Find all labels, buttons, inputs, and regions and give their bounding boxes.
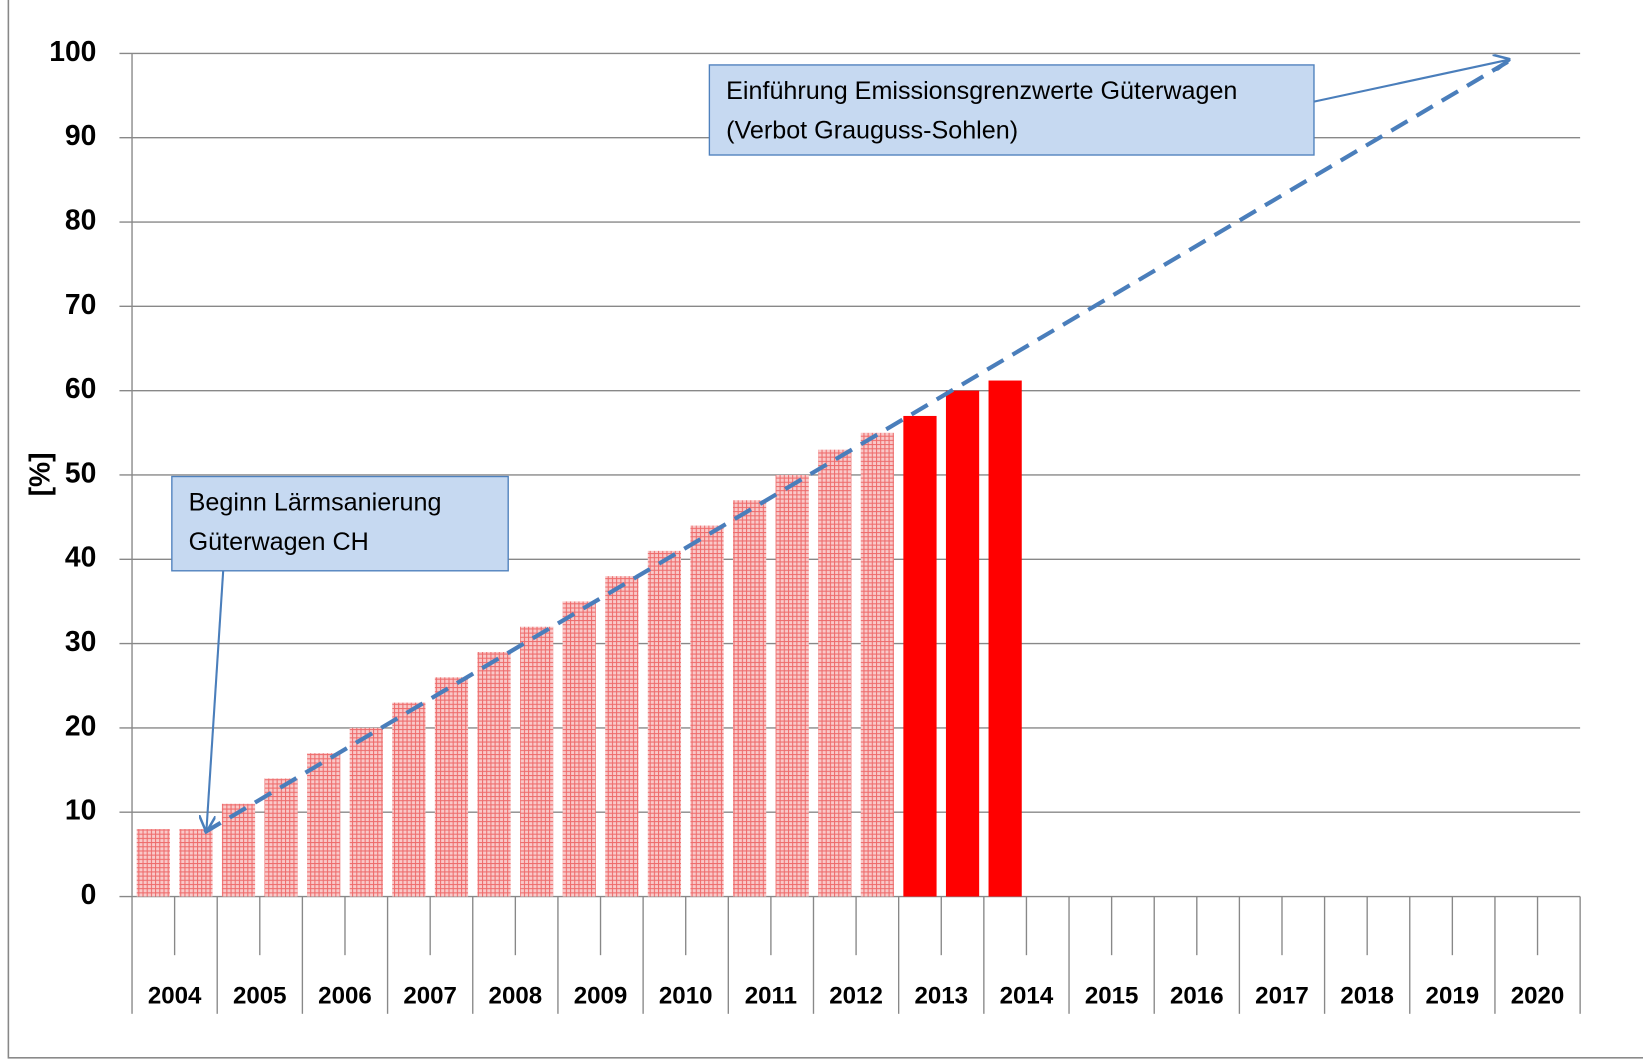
y-tick-label: 20: [65, 709, 96, 741]
y-tick-label: 50: [65, 456, 96, 488]
x-tick-label: 2005: [233, 982, 287, 1009]
bar: [307, 753, 341, 897]
x-tick-label: 2008: [489, 982, 543, 1009]
bar: [477, 652, 511, 897]
x-tick-label: 2020: [1511, 982, 1565, 1009]
bar: [818, 449, 852, 897]
x-tick-label: 2017: [1255, 982, 1309, 1009]
bar: [221, 803, 256, 897]
x-tick-label: 2010: [659, 982, 713, 1009]
bar: [392, 702, 426, 897]
y-tick-label: 70: [65, 288, 96, 320]
x-tick-label: 2019: [1426, 982, 1480, 1009]
y-tick-label: 90: [65, 119, 96, 151]
bar: [520, 626, 554, 897]
annotation-box: [708, 64, 1315, 156]
x-tick-label: 2004: [148, 982, 202, 1009]
bar: [562, 601, 596, 897]
bar: [136, 829, 170, 897]
bar: [903, 415, 937, 897]
y-tick-label: 80: [65, 204, 96, 236]
x-tick-label: 2012: [829, 982, 883, 1009]
y-axis-label: [%]: [23, 452, 55, 496]
x-tick-label: 2015: [1085, 982, 1139, 1009]
bar: [690, 525, 724, 897]
bar: [860, 432, 894, 897]
annotation-text: (Verbot Grauguss-Sohlen): [726, 117, 1018, 145]
x-tick-label: 2007: [403, 982, 457, 1009]
y-tick-label: 40: [65, 541, 96, 573]
annotation-text: Beginn Lärmsanierung: [189, 488, 442, 516]
y-tick-label: 10: [65, 794, 96, 826]
x-tick-label: 2014: [1000, 982, 1054, 1009]
x-tick-label: 2018: [1340, 982, 1394, 1009]
y-tick-label: 60: [65, 372, 96, 404]
bar: [988, 380, 1022, 897]
annotation-text: Güterwagen CH: [189, 528, 369, 556]
y-tick-label: 100: [49, 35, 96, 67]
bar: [605, 576, 639, 897]
bar: [434, 677, 469, 897]
x-tick-label: 2016: [1170, 982, 1224, 1009]
x-tick-label: 2009: [574, 982, 628, 1009]
bar: [945, 390, 980, 897]
x-tick-label: 2011: [745, 982, 797, 1009]
annotation-text: Einführung Emissionsgrenzwerte Güterwage…: [726, 77, 1237, 105]
annotation-arrow: [1313, 60, 1509, 103]
annotation-box: [171, 475, 509, 572]
bar: [349, 727, 383, 897]
x-tick-label: 2006: [318, 982, 372, 1009]
trend-line: [203, 60, 1509, 835]
y-tick-label: 0: [81, 878, 97, 910]
bar: [732, 500, 767, 897]
bar: [179, 829, 213, 897]
bar: [775, 474, 809, 897]
chart-frame: [7, 0, 1643, 1059]
annotation-arrow: [206, 570, 225, 831]
bar: [647, 550, 682, 897]
bar: [264, 778, 298, 897]
y-tick-label: 30: [65, 625, 96, 657]
x-tick-label: 2013: [914, 982, 968, 1009]
